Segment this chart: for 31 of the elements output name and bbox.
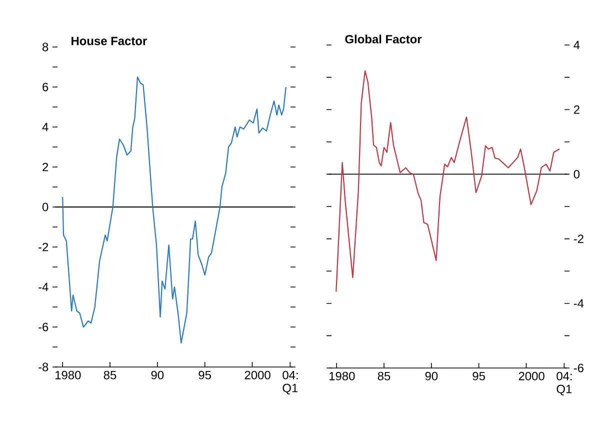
x-tick-label: 85 [378, 372, 390, 380]
x-tick-label: 90 [425, 372, 438, 380]
x-tick-label: 04: Q1 [556, 372, 572, 396]
y-tick-label: 2 [574, 105, 580, 114]
y-tick-label: -8 [38, 362, 48, 372]
y-tick-label: 8 [42, 42, 48, 52]
y-tick-label: -4 [38, 282, 48, 292]
x-tick-label: 90 [151, 370, 164, 380]
line-series [62, 76, 286, 344]
y-tick-label: 4 [574, 40, 580, 50]
chart-title: House Factor [72, 36, 147, 46]
y-tick-label: 2 [42, 162, 48, 172]
x-tick-label: 1980 [56, 370, 81, 380]
y-tick-label: 0 [42, 202, 48, 212]
y-tick-label: -2 [38, 242, 48, 252]
x-tick-label: 85 [104, 370, 116, 380]
x-tick-label: 04: Q1 [282, 370, 298, 394]
x-tick-label: 2000 [244, 370, 270, 380]
y-tick-label: -2 [574, 234, 584, 243]
y-tick-label: -6 [38, 322, 48, 332]
y-tick-label: 4 [42, 122, 48, 132]
x-tick-label: 95 [472, 372, 485, 380]
x-tick-label: 1980 [330, 372, 355, 380]
y-tick-label: 6 [42, 82, 48, 92]
y-tick-label: -6 [574, 364, 584, 372]
chart-title: Global Factor [345, 34, 422, 44]
x-tick-label: 95 [198, 370, 211, 380]
x-tick-label: 2000 [518, 372, 544, 380]
line-series [336, 70, 560, 292]
y-tick-label: 0 [574, 170, 580, 178]
y-tick-label: -4 [574, 299, 584, 308]
